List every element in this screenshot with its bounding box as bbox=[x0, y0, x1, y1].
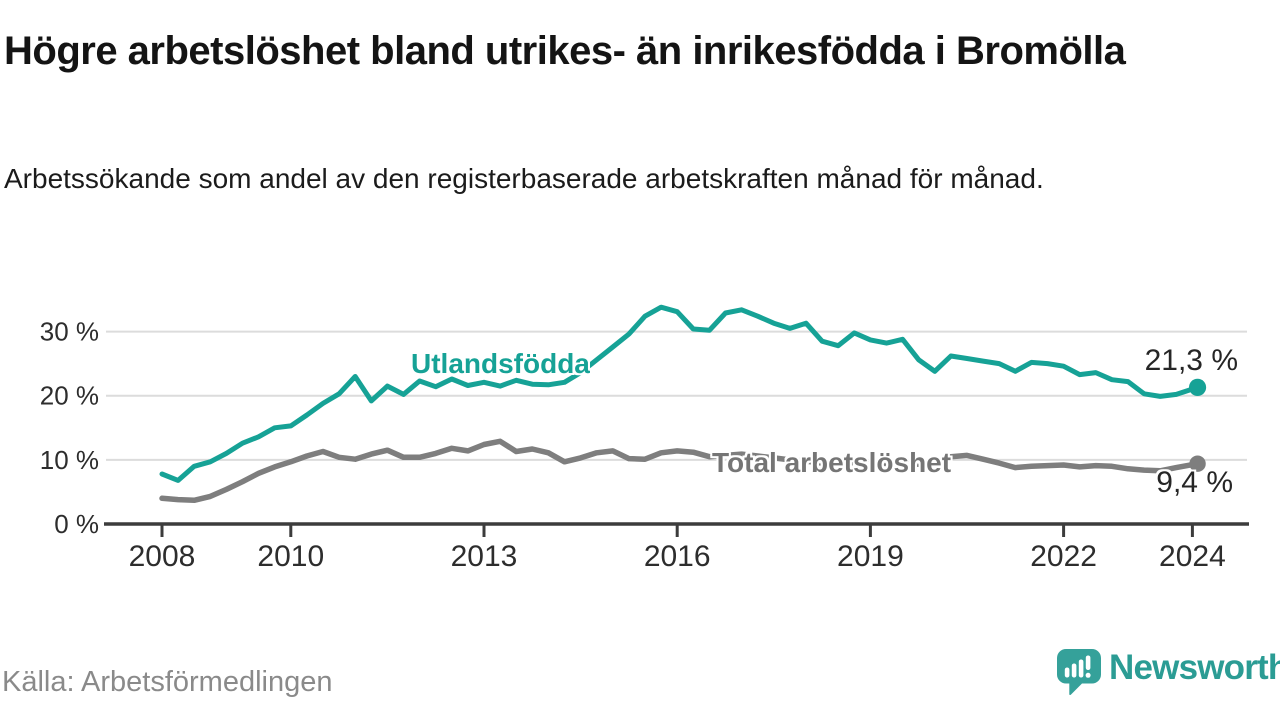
x-tick-label-2019: 2019 bbox=[837, 540, 904, 573]
series-line-total bbox=[159, 438, 1201, 504]
x-tick-label-2010: 2010 bbox=[257, 540, 324, 573]
y-tick-label-10: 10 % bbox=[40, 445, 99, 475]
page-title: Högre arbetslöshet bland utrikes- än inr… bbox=[4, 29, 1126, 73]
end-value-total: 9,4 % bbox=[1156, 466, 1233, 499]
x-tick-label-2013: 2013 bbox=[451, 540, 518, 573]
end-dot-utlandsfodda bbox=[1188, 378, 1207, 396]
x-tick-label-2016: 2016 bbox=[644, 540, 711, 573]
y-tick-label-30: 30 % bbox=[40, 317, 99, 347]
series-label-total-arbetsloshet: Total arbetslöshet bbox=[712, 447, 952, 478]
chart-subtitle: Arbetssökande som andel av den registerb… bbox=[4, 163, 1044, 194]
source-note: Källa: Arbetsförmedlingen bbox=[2, 666, 333, 698]
y-tick-label-0: 0 % bbox=[54, 509, 99, 539]
series-label-utlandsfodda: Utlandsfödda bbox=[411, 348, 590, 379]
x-tick-label-2022: 2022 bbox=[1030, 540, 1097, 573]
newsworthy-chart-bubble-icon bbox=[1057, 649, 1101, 696]
end-dot-total bbox=[1189, 455, 1206, 472]
y-tick-label-20: 20 % bbox=[40, 381, 99, 411]
newsworthy-wordmark: Newsworthy bbox=[1109, 648, 1280, 687]
newsworthy-logo: Newsworthy bbox=[1056, 648, 1280, 696]
x-tick-label-2024: 2024 bbox=[1159, 540, 1226, 573]
x-tick-label-2008: 2008 bbox=[129, 540, 196, 573]
end-value-utlandsfodda: 21,3 % bbox=[1144, 344, 1238, 377]
series-line-utlandsfodda bbox=[159, 304, 1201, 483]
